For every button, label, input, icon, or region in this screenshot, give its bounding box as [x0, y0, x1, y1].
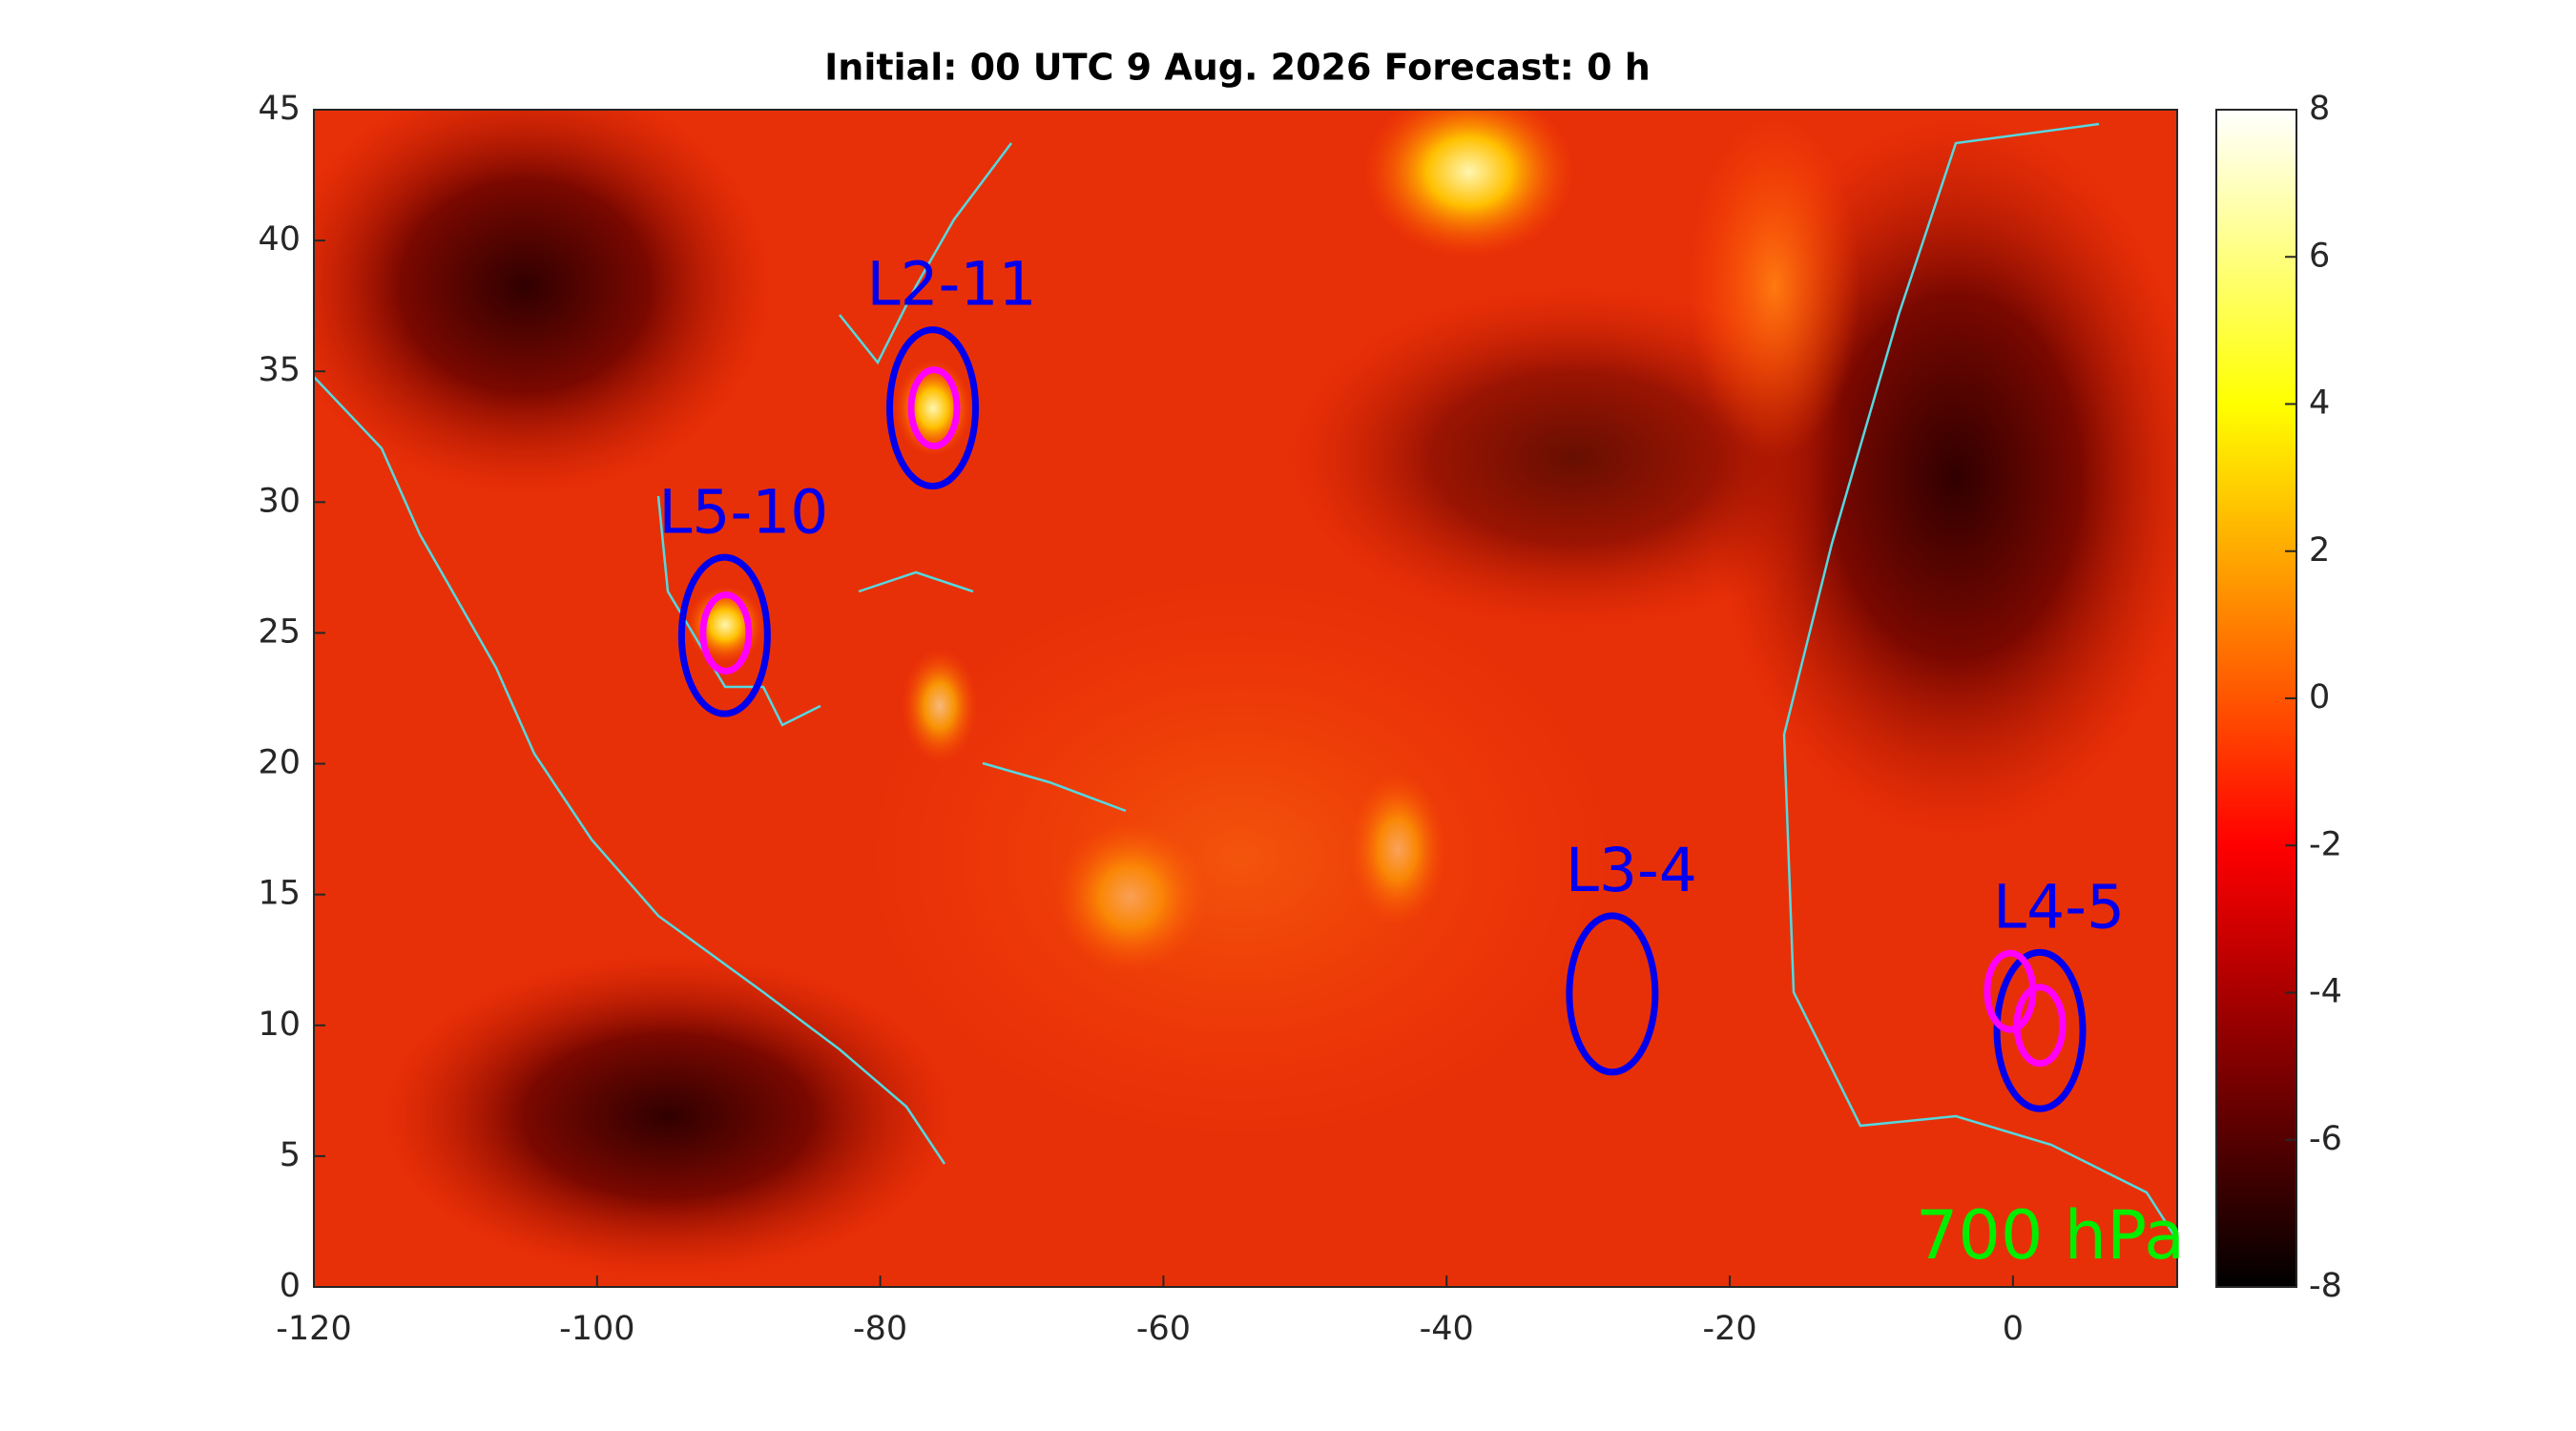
- y-tick-label: 40: [258, 220, 301, 259]
- y-tick-label: 25: [258, 612, 301, 651]
- system-outline: [677, 553, 771, 717]
- colorbar-tick-label: 6: [2309, 237, 2330, 275]
- system-label: L3-4: [1566, 836, 1697, 905]
- system-label: L5-10: [658, 477, 828, 547]
- colorbar-tick-label: 8: [2309, 90, 2330, 128]
- x-tick-label: -60: [1136, 1310, 1191, 1348]
- title: Initial: 00 UTC 9 Aug. 2026 Forecast: 0 …: [824, 47, 1651, 89]
- system-core: [1984, 949, 2037, 1033]
- colorbar-tick-label: -4: [2309, 973, 2342, 1011]
- colorbar-tick-label: -6: [2309, 1120, 2342, 1158]
- system-label: L4-5: [1993, 872, 2125, 942]
- plot-frame: [313, 109, 2178, 1288]
- x-tick-label: -100: [559, 1310, 634, 1348]
- y-tick-label: 5: [280, 1136, 301, 1174]
- x-tick-label: -20: [1702, 1310, 1756, 1348]
- y-tick-label: 30: [258, 482, 301, 520]
- x-tick-label: -80: [853, 1310, 907, 1348]
- x-tick-label: 0: [2003, 1310, 2024, 1348]
- colorbar-tick-label: 2: [2309, 531, 2330, 570]
- colorbar: [2215, 109, 2297, 1288]
- x-tick-label: -40: [1420, 1310, 1474, 1348]
- system-outline: [886, 326, 980, 490]
- y-tick-label: 35: [258, 351, 301, 389]
- system-core: [907, 366, 961, 450]
- system-outline: [1993, 948, 2087, 1112]
- y-tick-label: 15: [258, 875, 301, 913]
- colorbar-tick-label: 4: [2309, 384, 2330, 423]
- system-label: L2-11: [866, 250, 1036, 320]
- field-background: [314, 110, 2177, 1287]
- y-tick-label: 45: [258, 90, 301, 128]
- y-tick-label: 0: [280, 1267, 301, 1305]
- system-core: [699, 591, 753, 674]
- x-tick-label: -120: [276, 1310, 351, 1348]
- colorbar-tick-label: -8: [2309, 1267, 2342, 1305]
- colorbar-tick-label: 0: [2309, 678, 2330, 716]
- colorbar-tick-label: -2: [2309, 825, 2342, 863]
- level-label: 700 hPa: [1916, 1196, 2185, 1275]
- y-tick-label: 20: [258, 744, 301, 782]
- system-outline: [1566, 912, 1659, 1076]
- y-tick-label: 10: [258, 1006, 301, 1044]
